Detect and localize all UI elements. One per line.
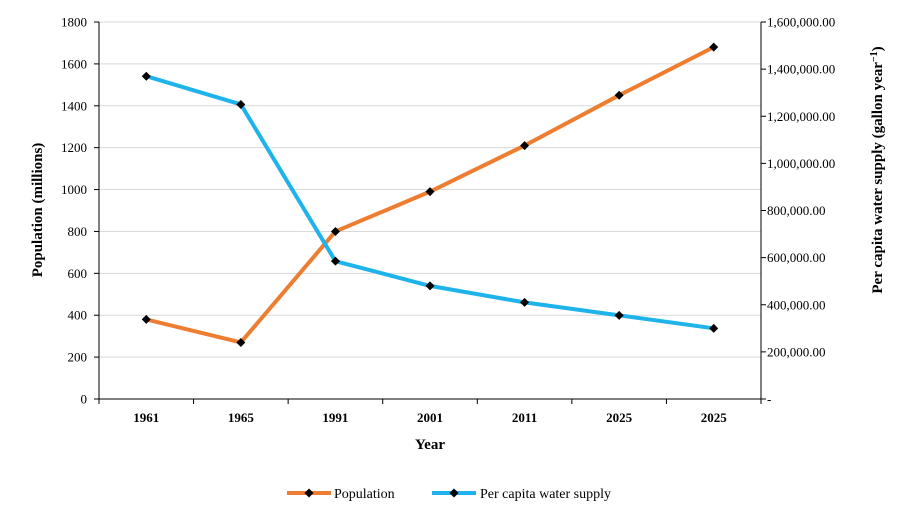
series-1-point [520,141,530,151]
left-tick-label: 0 [81,392,88,407]
left-tick-label: 200 [68,350,88,365]
series-2-point [425,281,435,291]
left-tick-label: 1400 [61,98,87,113]
left-tick-label: 1200 [61,140,87,155]
right-tick-label: 1,600,000.00 [767,15,835,30]
left-tick-label: 800 [68,224,88,239]
x-axis-title: Year [415,437,445,453]
series-2-point [614,310,624,320]
right-tick-label: 1,200,000.00 [767,109,835,124]
x-tick-label: 1965 [228,410,255,425]
axes [98,22,762,400]
right-axis-title: Per capita water supply (gallon year−1) [869,46,886,293]
legend-marker-icon [304,488,314,498]
x-tick-label: 2025 [701,410,728,425]
series-2-point [709,323,719,333]
x-tick-label: 2025 [606,410,633,425]
series-1-point [330,226,340,236]
x-tick-label: 2011 [512,410,537,425]
series-2-point [141,71,151,81]
right-tick-label: 800,000.00 [767,203,826,218]
series-line-2 [145,74,714,331]
right-axis-title-superscript: −1 [869,51,880,62]
series-1-point [425,187,435,197]
right-tick-label: - [767,392,771,407]
series-2-point [330,256,340,266]
right-tick-label: 400,000.00 [767,297,826,312]
series-1-point [614,90,624,100]
x-tick-label: 2001 [417,410,443,425]
right-tick-label: 1,000,000.00 [767,156,835,171]
legend-label-2: Per capita water supply [480,487,611,502]
right-tick-label: 200,000.00 [767,344,826,359]
right-tick-label: 1,400,000.00 [767,62,835,77]
left-axis-ticks: 0 200 400 600 800 1000 1200 1400 1600 1800 [61,15,99,407]
left-axis-title: Population (millions) [30,143,46,278]
right-tick-label: 600,000.00 [767,250,826,265]
x-axis-ticks: 1961 1965 1991 2001 2011 2025 2025 [98,399,762,425]
x-tick-label: 1961 [133,410,159,425]
legend: Population Per capita water supply [287,487,611,502]
legend-marker-icon [449,488,459,498]
left-tick-label: 1000 [61,182,87,197]
series-1-point [141,314,151,324]
series-2-point [236,99,246,109]
series-1-point [236,337,246,347]
x-tick-label: 1991 [322,410,348,425]
right-axis-ticks: - 200,000.00 400,000.00 600,000.00 800,000.0… [761,15,835,407]
left-tick-label: 1800 [61,15,87,30]
markers [141,42,719,347]
left-tick-label: 1600 [61,56,87,71]
left-tick-label: 600 [68,266,88,281]
series-2-point [520,297,530,307]
left-tick-label: 400 [68,308,88,323]
series-1-point [709,42,719,52]
legend-label-1: Population [334,487,395,502]
